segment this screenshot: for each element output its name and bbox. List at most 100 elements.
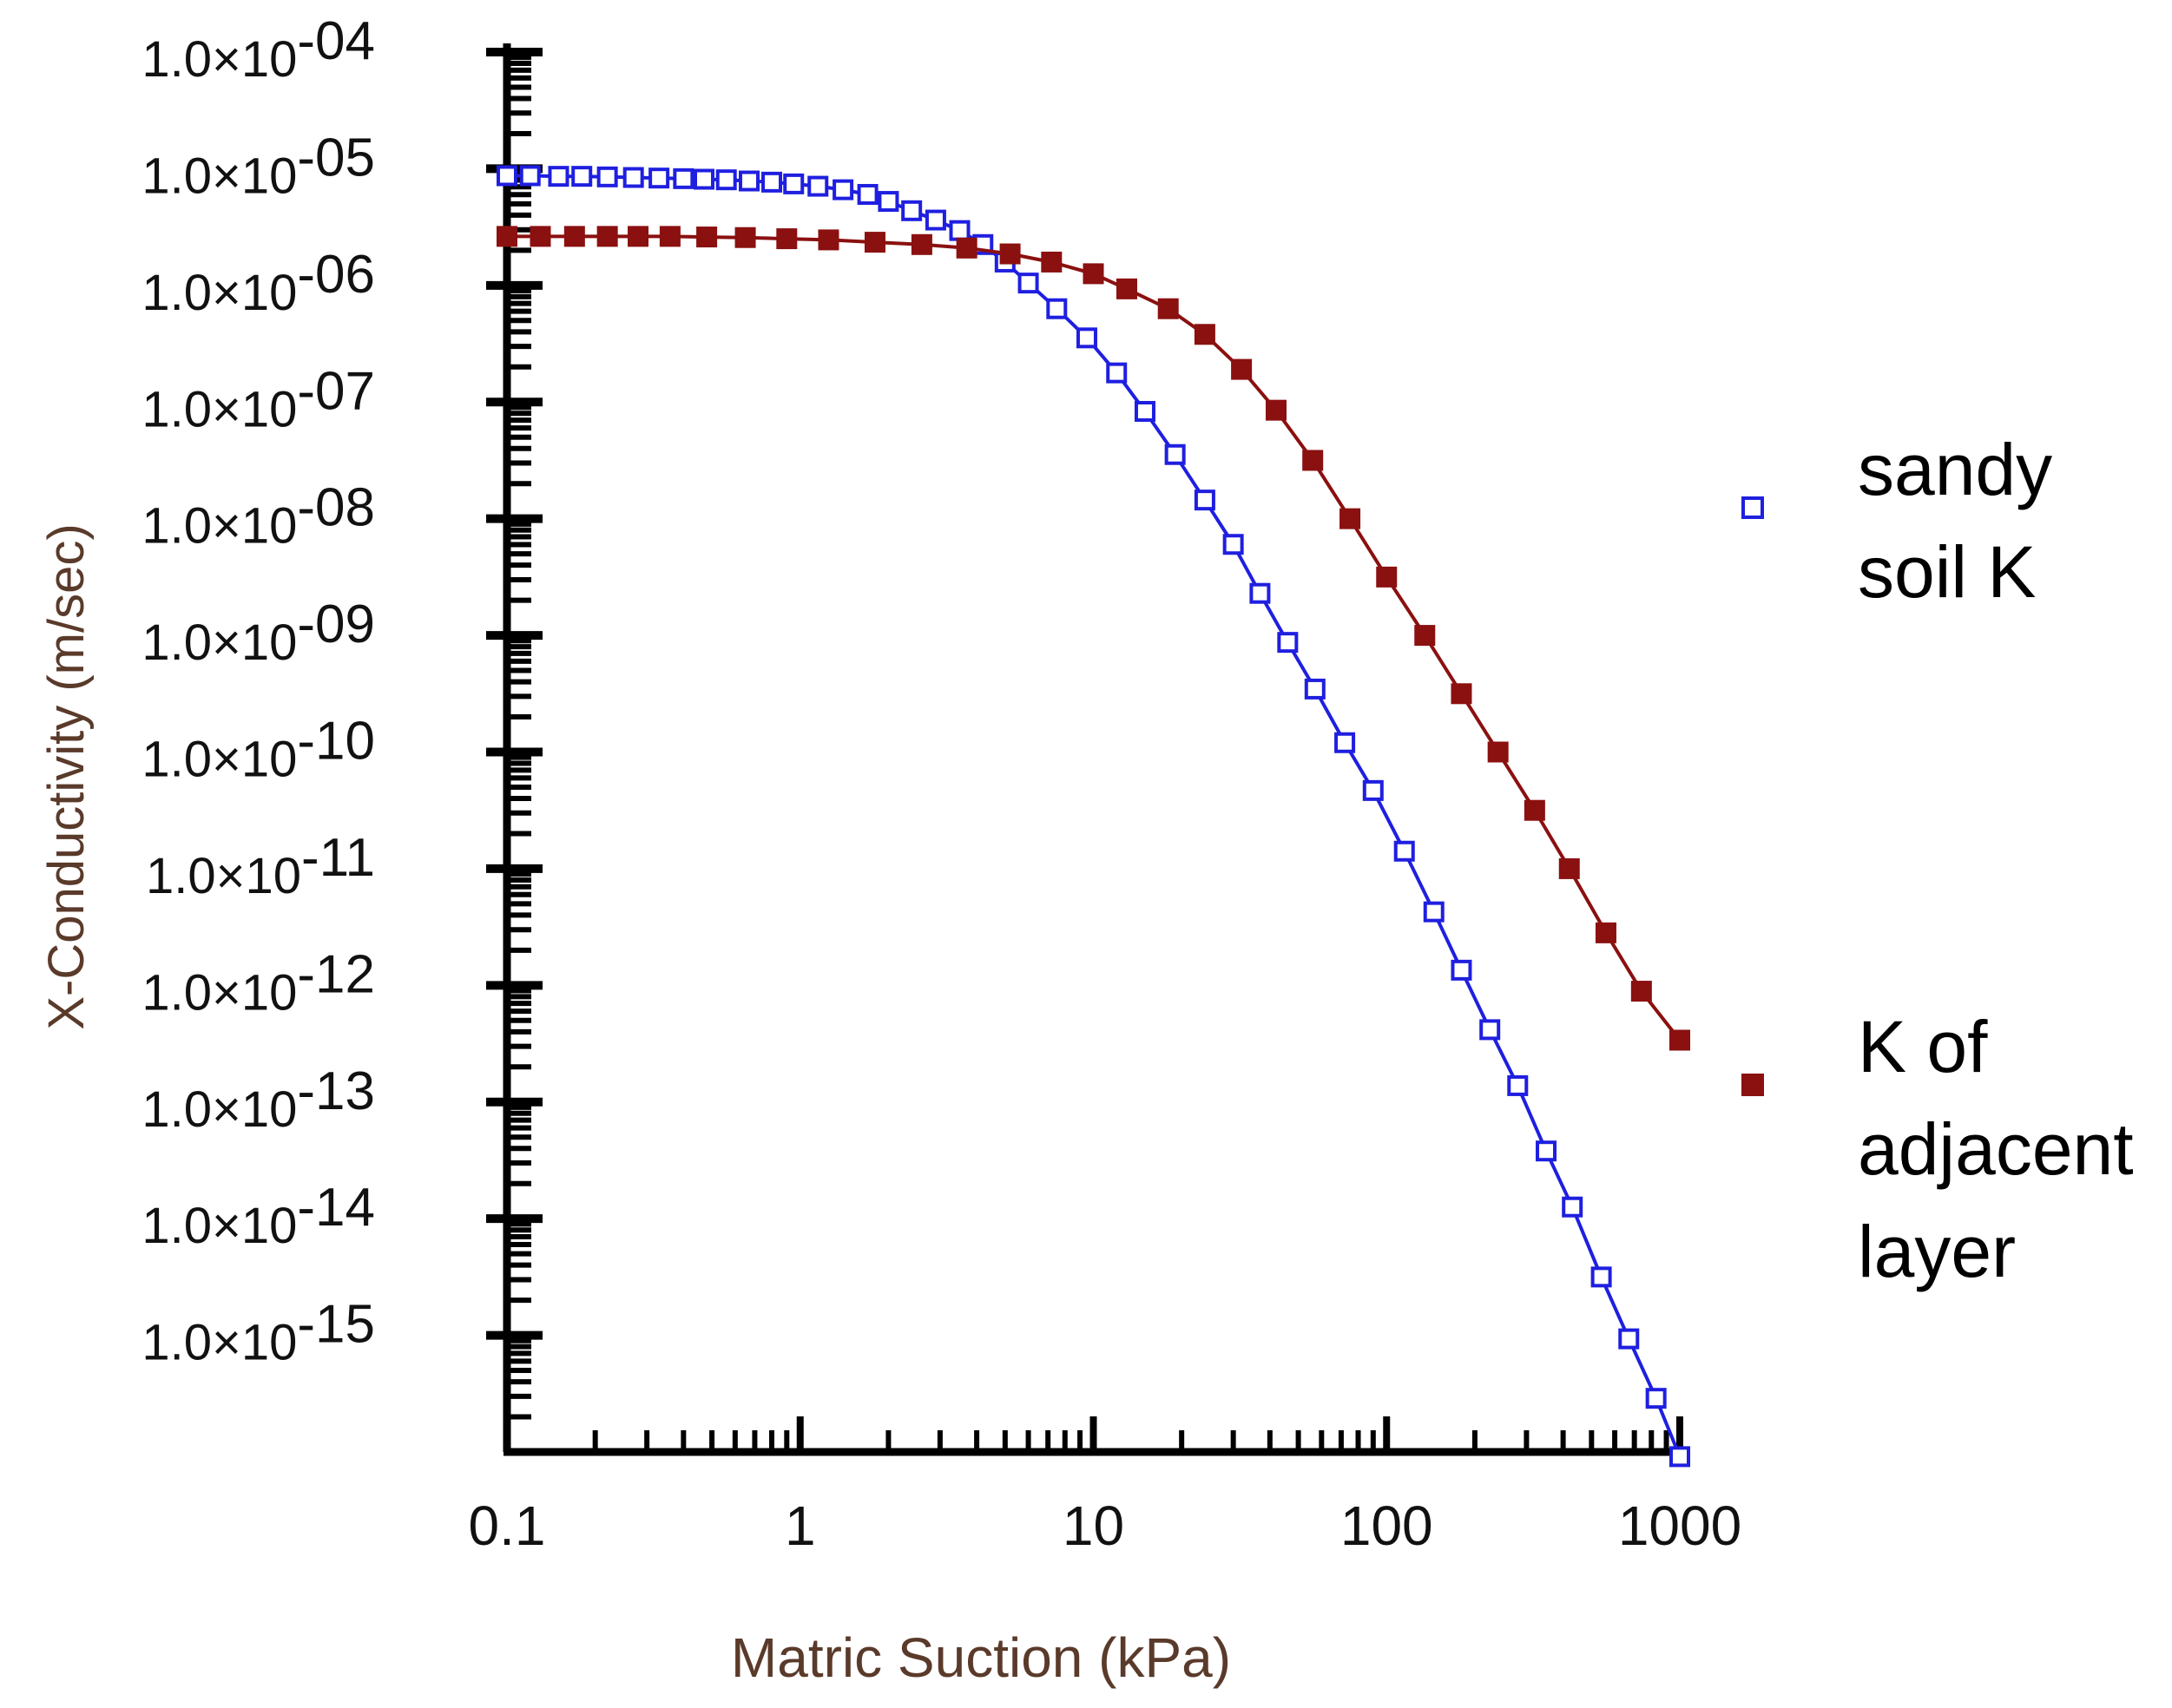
sandy-point [1222, 534, 1244, 555]
adjacent-point [1414, 625, 1436, 647]
adjacent-point [1041, 251, 1063, 273]
sandy-point [1277, 632, 1299, 654]
y-tick-label: 1.0×10-06 [142, 245, 375, 321]
x-tick-label: 100 [1340, 1494, 1433, 1557]
adjacent-point [1157, 298, 1179, 319]
adjacent-point [1558, 857, 1580, 879]
adjacent-point [734, 227, 756, 248]
adjacent-point [911, 233, 932, 255]
sandy-point [1106, 362, 1128, 384]
sandy-point [1249, 582, 1271, 604]
sandy-point [596, 166, 618, 187]
sandy-point [673, 168, 694, 189]
y-axis-title: X-Conductivity (m/sec) [38, 523, 95, 1029]
sandy-point [1507, 1074, 1529, 1096]
legend-label-sandy: soil K [1858, 531, 2036, 613]
sandy-point [622, 167, 644, 188]
sandy-point [548, 166, 569, 187]
x-axis-title: Matric Suction (kPa) [731, 1626, 1231, 1689]
series-layer [497, 165, 1690, 1468]
y-tick-label: 1.0×10-07 [142, 361, 375, 437]
sandy-point [1451, 959, 1472, 981]
y-tick-label: 1.0×10-10 [142, 712, 375, 788]
adjacent-point [999, 243, 1021, 265]
sandy-point [1017, 273, 1039, 294]
adjacent-point [818, 229, 839, 251]
adjacent-point [1669, 1029, 1690, 1051]
y-tick-label: 1.0×10-11 [146, 828, 375, 904]
sandy-point [1536, 1140, 1557, 1162]
sandy-point [1669, 1446, 1690, 1468]
x-tick-label: 1000 [1618, 1494, 1741, 1557]
sandy-point [739, 170, 760, 192]
adjacent-point [1194, 324, 1215, 345]
adjacent-point [1339, 508, 1361, 529]
sandy-point [519, 165, 541, 187]
adjacent-point [563, 226, 585, 247]
sandy-point [1590, 1266, 1612, 1288]
sandy-point [1194, 489, 1215, 511]
sandy-point [1046, 298, 1068, 319]
sandy-point [1362, 779, 1384, 801]
sandy-line [507, 174, 1682, 1458]
adjacent-point [1302, 450, 1324, 471]
sandy-point [1645, 1388, 1667, 1409]
sandy-point [901, 200, 923, 221]
sandy-point [1393, 840, 1415, 862]
sandy-point [761, 171, 783, 193]
legend-label-adjacent: layer [1858, 1211, 2016, 1292]
x-tick-label: 1 [785, 1494, 816, 1557]
sandy-point [807, 175, 829, 197]
adjacent-point [497, 226, 517, 247]
adjacent-point [1451, 683, 1472, 705]
sandy-point [857, 183, 879, 205]
legend-label-adjacent: K of [1858, 1006, 1988, 1087]
adjacent-point [1524, 799, 1545, 821]
y-tick-label: 1.0×10-04 [142, 11, 375, 88]
sandy-point [715, 169, 737, 191]
adjacent-point [1487, 741, 1509, 763]
adjacent-point [1595, 922, 1616, 943]
adjacent-point [530, 226, 551, 247]
y-tick-label: 1.0×10-08 [142, 478, 375, 555]
y-tick-label: 1.0×10-13 [142, 1061, 375, 1138]
sandy-point [1479, 1019, 1501, 1041]
adjacent-point [956, 237, 977, 259]
sandy-point [878, 191, 899, 213]
adjacent-point [1266, 399, 1287, 421]
adjacent-point [1231, 358, 1253, 380]
sandy-point [1618, 1328, 1640, 1350]
adjacent-point [1376, 566, 1398, 588]
legend: sandy soil K K of adjacent layer [1741, 429, 2134, 1292]
adjacent-point [1116, 278, 1137, 299]
adjacent-point [1083, 263, 1104, 285]
x-ticks: 0.1 1 10 100 1000 [469, 1416, 1741, 1557]
legend-marker-sandy [1741, 496, 1764, 519]
adjacent-point [628, 226, 649, 247]
legend-label-adjacent: adjacent [1858, 1108, 2134, 1190]
sandy-point [1134, 401, 1155, 423]
adjacent-point [696, 227, 718, 248]
adjacent-point [864, 232, 885, 253]
sandy-point [783, 173, 805, 194]
sandy-point [833, 179, 854, 200]
sandy-point [648, 168, 670, 189]
x-tick-label: 10 [1063, 1494, 1124, 1557]
adjacent-point [1630, 981, 1652, 1002]
sandy-point [1076, 327, 1097, 349]
sandy-point [497, 165, 517, 187]
sandy-point [1164, 443, 1186, 465]
y-tick-label: 1.0×10-14 [142, 1178, 375, 1254]
sandy-point [1334, 732, 1356, 753]
legend-label-sandy: sandy [1858, 429, 2052, 510]
y-tick-label: 1.0×10-12 [142, 944, 375, 1021]
adjacent-line [507, 234, 1682, 1041]
sandy-point [571, 166, 593, 187]
adjacent-point [659, 226, 681, 247]
sandy-point [1423, 901, 1445, 923]
sandy-point [925, 209, 946, 231]
x-tick-label: 0.1 [469, 1494, 546, 1557]
adjacent-point [596, 226, 618, 247]
sandy-point [1562, 1196, 1583, 1218]
